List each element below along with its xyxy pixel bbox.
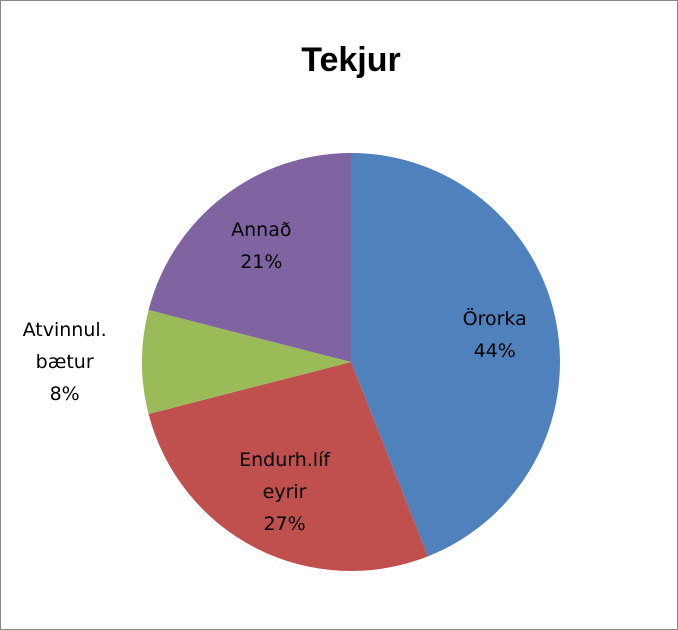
- slice-category: Örorka: [462, 307, 527, 330]
- slice-label: Annað 21%: [231, 219, 292, 274]
- slice-value: 27%: [263, 513, 306, 536]
- slice-value: 21%: [240, 251, 283, 274]
- slice-label: Atvinnul.bætur 8%: [22, 319, 107, 405]
- pie-slice: [351, 153, 560, 557]
- slice-category: Atvinnul.bætur: [22, 319, 107, 373]
- slice-label: Örorka 44%: [462, 307, 527, 362]
- slice-category: Annað: [231, 219, 292, 242]
- slice-value: 44%: [473, 339, 516, 362]
- pie-slice: [148, 362, 428, 571]
- slice-category: Endurh.lífeyrir: [239, 449, 331, 504]
- slice-label: Endurh.lífeyrir 27%: [239, 449, 331, 536]
- chart-title: Tekjur: [301, 41, 401, 79]
- pie-slice: [141, 310, 351, 414]
- slice-value: 8%: [49, 383, 80, 405]
- pie-slice: [148, 153, 351, 362]
